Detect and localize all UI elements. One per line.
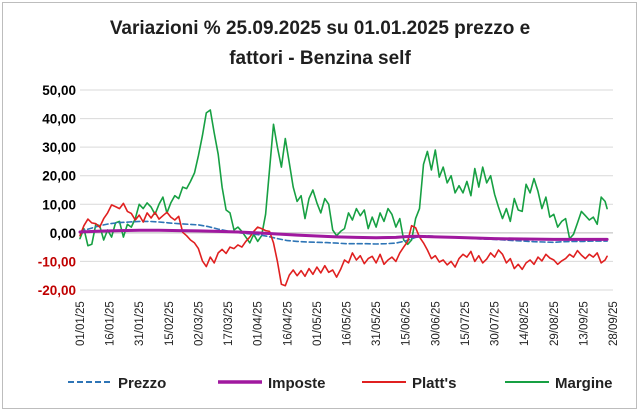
legend: Prezzo Imposte Platt's Margine (68, 375, 613, 392)
x-tick-label: 31/01/25 (134, 301, 146, 346)
series-line-margine (79, 109, 608, 247)
x-tick-label: 29/08/25 (549, 301, 561, 346)
y-tick-label: 0,00 (50, 226, 76, 241)
y-tick-label: -10,00 (38, 254, 76, 269)
series-line-platts (79, 202, 608, 287)
x-tick-label: 01/01/25 (75, 301, 87, 346)
x-tick-label: 15/06/25 (401, 301, 413, 346)
x-axis-ticks: 01/01/25 16/01/25 31/01/25 15/02/25 02/03/25… (75, 301, 620, 346)
legend-label: Imposte (268, 375, 326, 392)
x-tick-label: 30/07/25 (490, 301, 502, 346)
x-tick-label: 16/01/25 (105, 301, 117, 346)
y-tick-label: 30,00 (42, 140, 76, 155)
x-tick-label: 14/08/25 (519, 301, 531, 346)
legend-label: Platt's (412, 375, 456, 392)
y-tick-label: 40,00 (42, 112, 76, 127)
x-tick-label: 30/06/25 (430, 301, 442, 346)
x-tick-label: 15/07/25 (460, 301, 472, 346)
y-tick-label: -20,00 (38, 283, 76, 298)
y-tick-label: 10,00 (42, 197, 76, 212)
series-line-imposte (78, 228, 609, 241)
legend-label: Prezzo (118, 375, 166, 392)
chart-title-line-1: Variazioni % 25.09.2025 su 01.01.2025 pr… (110, 18, 530, 39)
x-tick-label: 02/03/25 (193, 301, 205, 346)
x-tick-label: 13/09/25 (578, 301, 590, 346)
x-tick-label: 01/05/25 (312, 301, 324, 346)
x-tick-label: 31/05/25 (371, 301, 383, 346)
x-tick-label: 16/05/25 (342, 301, 354, 346)
x-tick-label: 28/09/25 (608, 301, 620, 346)
legend-label: Margine (555, 375, 613, 392)
y-tick-label: 50,00 (42, 83, 76, 98)
x-tick-label: 17/03/25 (223, 301, 235, 346)
gridlines (80, 89, 613, 291)
chart-frame (2, 2, 637, 409)
chart-title-line-2: fattori - Benzina self (229, 48, 411, 69)
series-lines (78, 109, 609, 287)
y-tick-label: 20,00 (42, 169, 76, 184)
x-tick-label: 15/02/25 (164, 301, 176, 346)
x-tick-label: 01/04/25 (253, 301, 265, 346)
series-line-prezzo (79, 220, 608, 245)
x-tick-label: 16/04/25 (282, 301, 294, 346)
y-axis-ticks: 50,00 40,00 30,00 20,00 10,00 0,00 -10,00 -20,0… (38, 83, 76, 298)
